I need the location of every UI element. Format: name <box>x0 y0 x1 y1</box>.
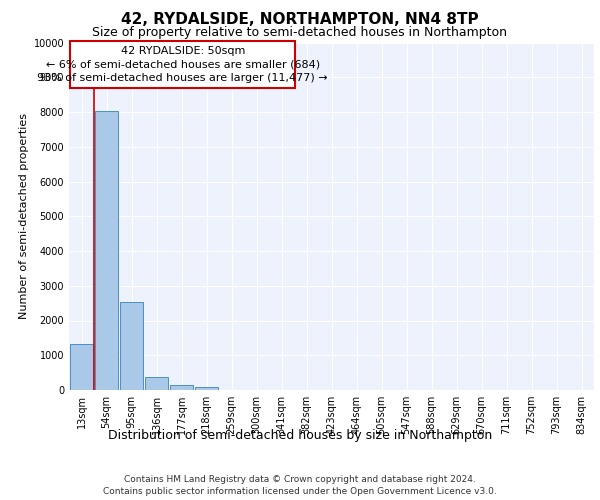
Text: 93% of semi-detached houses are larger (11,477) →: 93% of semi-detached houses are larger (… <box>37 73 328 83</box>
Text: Size of property relative to semi-detached houses in Northampton: Size of property relative to semi-detach… <box>92 26 508 39</box>
Bar <box>95 112 118 390</box>
FancyBboxPatch shape <box>70 41 295 88</box>
Bar <box>194 387 218 390</box>
Text: 42, RYDALSIDE, NORTHAMPTON, NN4 8TP: 42, RYDALSIDE, NORTHAMPTON, NN4 8TP <box>121 12 479 28</box>
Bar <box>119 302 143 390</box>
Text: Distribution of semi-detached houses by size in Northampton: Distribution of semi-detached houses by … <box>108 430 492 442</box>
Text: 42 RYDALSIDE: 50sqm: 42 RYDALSIDE: 50sqm <box>121 46 245 56</box>
Bar <box>70 344 94 390</box>
Text: Contains HM Land Registry data © Crown copyright and database right 2024.
Contai: Contains HM Land Registry data © Crown c… <box>103 474 497 496</box>
Y-axis label: Number of semi-detached properties: Number of semi-detached properties <box>19 114 29 320</box>
Bar <box>145 377 169 390</box>
Text: ← 6% of semi-detached houses are smaller (684): ← 6% of semi-detached houses are smaller… <box>46 60 320 70</box>
Bar <box>170 385 193 390</box>
